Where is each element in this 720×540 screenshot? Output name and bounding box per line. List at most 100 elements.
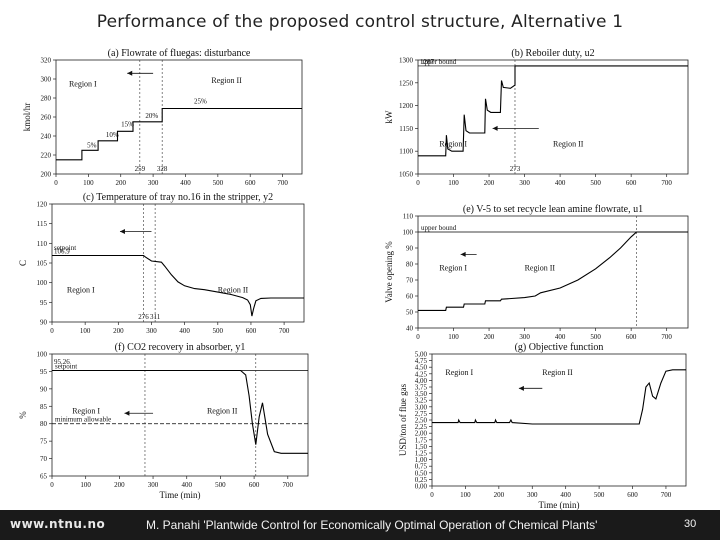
x-tick-label: 400	[560, 491, 571, 499]
plot-frame	[51, 203, 305, 323]
switch-line-label: 328	[157, 165, 168, 173]
y-axis-label: Valve opening %	[384, 241, 394, 303]
x-tick-label: 500	[590, 179, 601, 187]
annotation-label: 5%	[87, 141, 97, 149]
region-label: Region II	[542, 368, 573, 377]
y-tick-label: 90	[40, 319, 48, 327]
y-tick-label: 3,75	[415, 384, 428, 392]
switch-line-label: 311	[150, 313, 161, 321]
y-tick-label: 1,50	[415, 443, 428, 451]
x-axis-label: Time (min)	[160, 490, 201, 500]
series-line	[432, 369, 686, 425]
series-line	[418, 231, 688, 311]
y-tick-label: 0,75	[415, 463, 428, 471]
footer-citation: M. Panahi 'Plantwide Control for Economi…	[146, 518, 598, 532]
x-tick-label: 700	[283, 481, 294, 489]
annotation-label: setpoint	[54, 244, 76, 252]
region-label: Region I	[439, 263, 467, 272]
chart-title: (f) CO2 recovery in absorber, y1	[115, 342, 246, 353]
y-axis-label: USD/ton of flue gas	[398, 383, 408, 456]
x-tick-label: 100	[83, 179, 94, 187]
annotation-label: 10%	[106, 131, 119, 139]
x-tick-label: 400	[555, 333, 566, 341]
x-tick-label: 400	[179, 327, 190, 335]
x-tick-label: 200	[115, 179, 126, 187]
x-tick-label: 200	[113, 327, 124, 335]
y-tick-label: 3,50	[415, 390, 428, 398]
y-tick-label: 2,00	[415, 430, 428, 438]
chart-title: (g) Objective function	[515, 342, 604, 353]
region-label: Region II	[218, 286, 249, 295]
y-tick-label: 80	[40, 420, 48, 428]
chart-g-objective-function: (g) Objective function 0 100 200 300 400 500 60…	[398, 342, 687, 510]
y-tick-label: 1200	[399, 102, 414, 110]
x-tick-label: 100	[80, 481, 91, 489]
annotation-label: 95.26	[54, 358, 70, 366]
region-label: Region I	[445, 368, 473, 377]
y-tick-label: 85	[40, 403, 48, 411]
y-tick-label: 300	[41, 76, 52, 84]
y-tick-label: 70	[406, 277, 414, 285]
reference-line-label: upper bound	[421, 58, 457, 66]
y-tick-label: 200	[41, 171, 52, 179]
y-axis-label: kW	[384, 110, 394, 124]
annotation-label: 15%	[121, 120, 134, 128]
x-tick-label: 600	[626, 333, 637, 341]
chart-e-valve-opening: (e) V-5 to set recycle lean amine flowra…	[384, 204, 689, 341]
x-tick-label: 600	[626, 179, 637, 187]
region-arrow-head	[119, 229, 125, 235]
region-arrow-head	[492, 125, 498, 131]
x-tick-label: 0	[50, 481, 54, 489]
y-tick-label: 115	[37, 220, 48, 228]
x-tick-label: 300	[148, 481, 159, 489]
region-arrow-head	[127, 70, 133, 76]
x-tick-label: 300	[527, 491, 538, 499]
x-tick-label: 300	[519, 179, 530, 187]
region-label: Region II	[525, 263, 556, 272]
plot-frame	[55, 59, 303, 175]
chart-c-tray-temperature: (c) Temperature of tray no.16 in the str…	[18, 192, 305, 335]
y-tick-label: 5,00	[415, 351, 428, 359]
x-tick-label: 0	[416, 179, 420, 187]
y-tick-label: 100	[37, 351, 48, 359]
x-tick-label: 700	[279, 327, 290, 335]
region-label: Region II	[207, 406, 238, 415]
y-tick-label: 1300	[399, 57, 414, 65]
y-tick-label: 110	[37, 240, 48, 248]
x-tick-label: 100	[448, 333, 459, 341]
y-tick-label: 1050	[399, 171, 414, 179]
y-tick-label: 50	[406, 309, 414, 317]
x-tick-label: 500	[213, 327, 224, 335]
chart-title: (a) Flowrate of fluegas: disturbance	[108, 48, 251, 59]
region-label: Region I	[69, 80, 97, 89]
y-tick-label: 0,25	[415, 476, 428, 484]
y-tick-label: 100	[37, 279, 48, 287]
reference-line-label: setpoint	[55, 363, 77, 371]
x-tick-label: 200	[484, 333, 495, 341]
y-tick-label: 280	[41, 95, 52, 103]
y-tick-label: 75	[40, 438, 48, 446]
x-tick-label: 0	[54, 179, 58, 187]
x-tick-label: 400	[180, 179, 191, 187]
switch-line-label: 276	[138, 313, 149, 321]
x-tick-label: 0	[416, 333, 420, 341]
chart-b-reboiler-duty: (b) Reboiler duty, u2 0 100 200 300 400 500 600…	[384, 48, 689, 187]
x-tick-label: 200	[114, 481, 125, 489]
region-arrow-head	[518, 385, 524, 391]
footer-url[interactable]: www.ntnu.no	[10, 517, 106, 531]
chart-title: (c) Temperature of tray no.16 in the str…	[83, 192, 273, 203]
switch-line-label: 273	[510, 165, 521, 173]
series-line	[418, 65, 688, 157]
y-tick-label: 1,75	[415, 436, 428, 444]
y-axis-label: %	[18, 411, 28, 419]
switch-line-label: 259	[135, 165, 146, 173]
y-tick-label: 4,50	[415, 364, 428, 372]
y-axis-label: C	[18, 260, 28, 266]
plot-frame	[417, 59, 689, 175]
y-tick-label: 80	[406, 261, 414, 269]
plot-frame	[417, 215, 689, 329]
annotation-label: 25%	[194, 98, 207, 106]
x-tick-label: 500	[213, 179, 224, 187]
series-line	[56, 107, 302, 161]
y-tick-label: 220	[41, 152, 52, 160]
